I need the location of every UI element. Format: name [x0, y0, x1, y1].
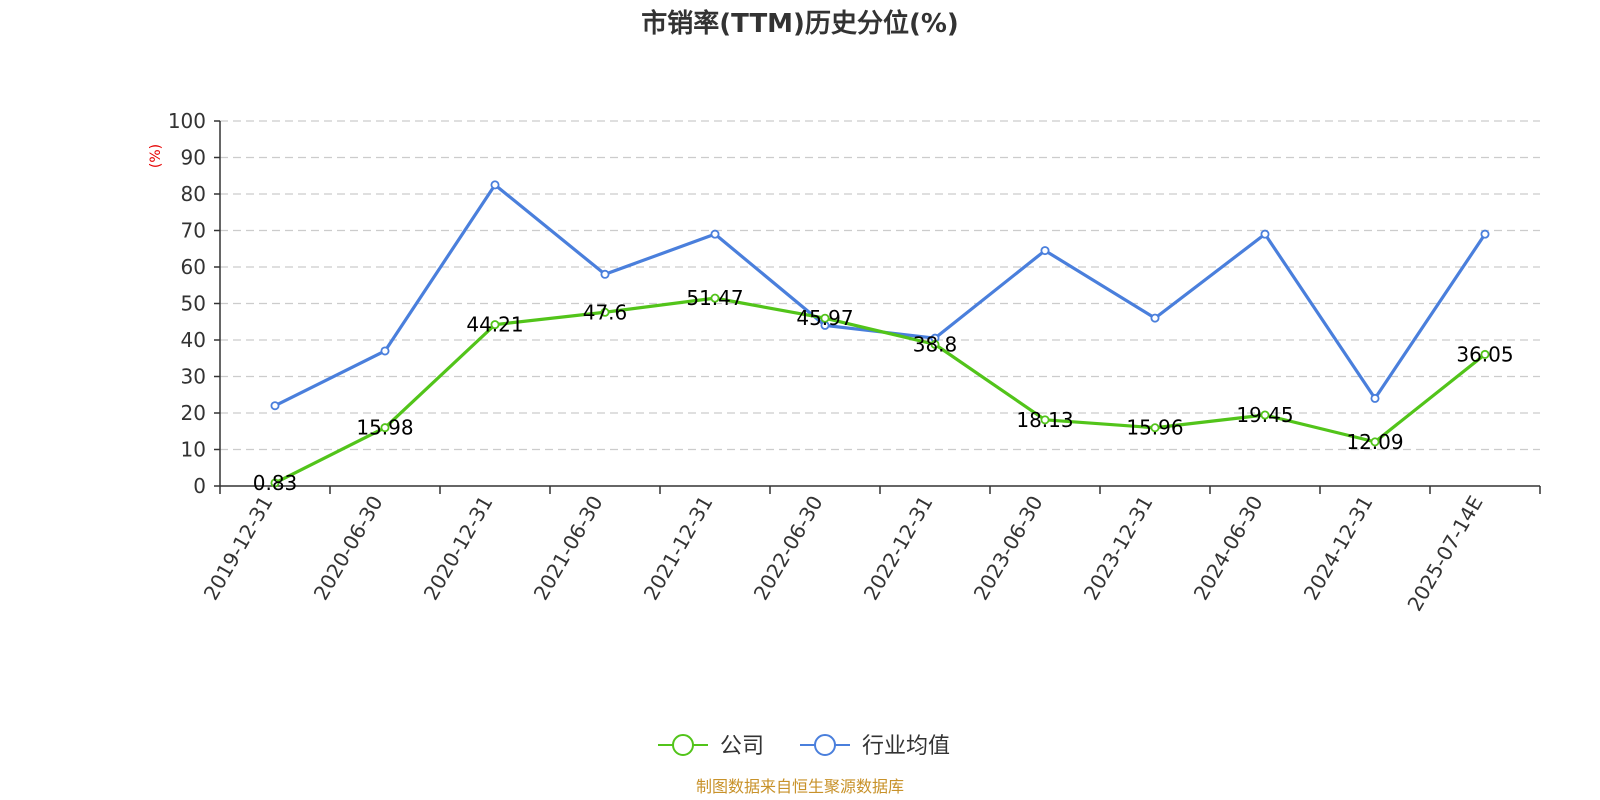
- y-tick-label: 30: [181, 365, 206, 389]
- legend-label: 行业均值: [862, 734, 950, 759]
- data-labels: 0.83 15.98 44.21 47.6 51.47 45.97 38.8 18.13 15.…: [253, 286, 1514, 495]
- data-label: 47.6: [583, 300, 628, 324]
- x-tick-label: 2020-06-30: [309, 492, 388, 605]
- y-tick-label: 80: [181, 182, 206, 206]
- source-note: 制图数据来自恒生聚源数据库: [696, 777, 904, 796]
- legend-item-1[interactable]: 行业均值: [800, 734, 950, 759]
- data-point: [1150, 423, 1160, 433]
- legend-marker: [814, 734, 836, 756]
- x-tick-label: 2022-12-31: [859, 492, 938, 605]
- axes: 0 10 20 30 40 50 60 70 80 90 100 2019-12-31 2020-06-…: [168, 109, 1541, 616]
- data-point: [1370, 393, 1380, 403]
- series-line-1: [274, 183, 1487, 408]
- data-point: [820, 313, 830, 323]
- data-point: [1040, 415, 1050, 425]
- data-point: [380, 346, 390, 356]
- data-point: [600, 307, 610, 317]
- y-tick-label: 20: [181, 401, 206, 425]
- data-point: [490, 180, 500, 190]
- data-point: [600, 269, 610, 279]
- y-tick-label: 50: [181, 292, 206, 316]
- data-point: [1040, 246, 1050, 256]
- data-label: 38.8: [913, 332, 958, 356]
- series-line-0: [274, 296, 1486, 485]
- series-layer: [270, 180, 1490, 488]
- legend-marker: [672, 734, 694, 756]
- legend[interactable]: 公司 行业均值: [658, 734, 950, 759]
- x-tick-label: 2024-06-30: [1189, 492, 1268, 605]
- data-label: 15.98: [356, 416, 413, 440]
- x-tick-label: 2021-12-31: [639, 492, 718, 605]
- data-point: [1370, 437, 1380, 447]
- data-label: 36.05: [1456, 342, 1513, 366]
- data-point: [930, 339, 940, 349]
- x-tick-label: 2025-07-14E: [1402, 492, 1487, 616]
- data-point: [1150, 313, 1160, 323]
- y-tick-label: 70: [181, 219, 206, 243]
- data-label: 15.96: [1126, 416, 1183, 440]
- y-tick-label: 0: [193, 474, 206, 498]
- data-point: [1480, 349, 1490, 359]
- x-tick-label: 2022-06-30: [749, 492, 828, 605]
- data-point: [710, 293, 720, 303]
- grid: [220, 120, 1540, 451]
- y-tick-label: 10: [181, 438, 206, 462]
- y-tick-label: 90: [181, 146, 206, 170]
- x-tick-label: 2020-12-31: [419, 492, 498, 605]
- data-label: 51.47: [686, 286, 743, 310]
- data-point: [380, 423, 390, 433]
- data-point: [710, 229, 720, 239]
- data-point: [490, 320, 500, 330]
- x-tick-label: 2019-12-31: [199, 492, 278, 605]
- y-tick-label: 40: [181, 328, 206, 352]
- data-label: 44.21: [466, 313, 523, 337]
- data-point: [270, 401, 280, 411]
- legend-label: 公司: [720, 734, 764, 759]
- data-label: 45.97: [796, 306, 853, 330]
- y-axis-label: (%): [148, 144, 164, 168]
- data-point: [1480, 229, 1490, 239]
- x-tick-label: 2021-06-30: [529, 492, 608, 605]
- y-tick-label: 100: [168, 109, 206, 133]
- x-tick-label: 2023-06-30: [969, 492, 1048, 605]
- data-point: [1260, 229, 1270, 239]
- y-tick-label: 60: [181, 255, 206, 279]
- data-label: 12.09: [1346, 430, 1403, 454]
- data-label: 19.45: [1236, 403, 1293, 427]
- x-tick-label: 2023-12-31: [1079, 492, 1158, 605]
- chart-title: 市销率(TTM)历史分位(%): [641, 8, 959, 39]
- data-label: 18.13: [1016, 408, 1073, 432]
- data-point: [1260, 410, 1270, 420]
- data-label: 0.83: [253, 471, 298, 495]
- legend-item-0[interactable]: 公司: [658, 734, 764, 759]
- x-tick-label: 2024-12-31: [1299, 492, 1378, 605]
- data-point: [270, 478, 280, 488]
